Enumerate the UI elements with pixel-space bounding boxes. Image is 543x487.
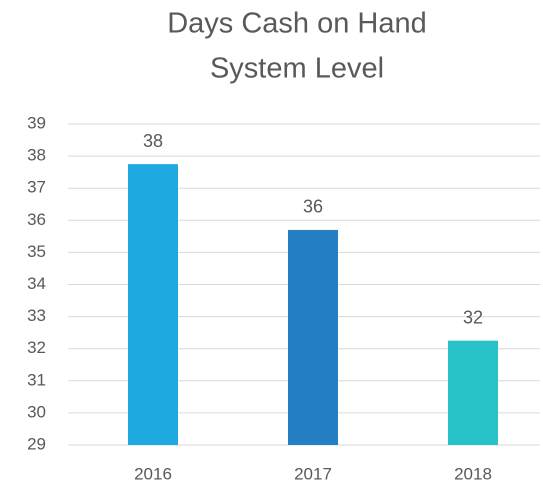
y-tick-label: 33 — [27, 306, 46, 325]
x-tick-label: 2018 — [454, 464, 492, 483]
y-tick-label: 36 — [27, 210, 46, 229]
x-tick-label: 2017 — [294, 464, 332, 483]
chart-title: System Level — [210, 53, 384, 85]
bar — [288, 229, 338, 445]
x-tick-label: 2016 — [134, 464, 172, 483]
y-tick-label: 29 — [27, 434, 46, 453]
value-label: 38 — [143, 131, 163, 151]
y-tick-label: 39 — [27, 113, 46, 132]
y-tick-label: 34 — [27, 274, 46, 293]
bar — [128, 164, 178, 445]
y-tick-label: 30 — [27, 402, 46, 421]
y-tick-label: 31 — [27, 370, 46, 389]
y-tick-label: 38 — [27, 146, 46, 165]
value-label: 36 — [303, 197, 323, 217]
y-tick-label: 32 — [27, 338, 46, 357]
chart-title: Days Cash on Hand — [167, 8, 427, 40]
value-label: 32 — [463, 307, 483, 327]
y-tick-label: 37 — [27, 178, 46, 197]
y-tick-label: 35 — [27, 242, 46, 261]
bar — [448, 340, 498, 445]
